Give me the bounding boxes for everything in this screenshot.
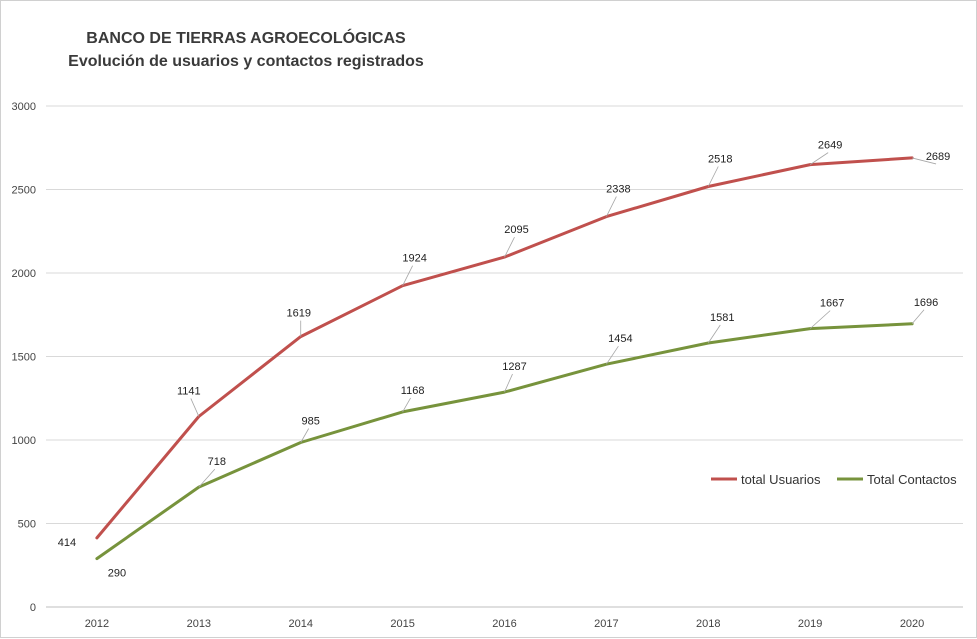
data-label: 2518 [708, 153, 732, 165]
x-tick-label: 2016 [492, 618, 516, 630]
data-label: 1454 [608, 333, 632, 345]
leader-line [606, 345, 619, 365]
data-label: 1924 [402, 253, 426, 265]
x-tick-label: 2014 [288, 618, 312, 630]
data-label: 1667 [820, 298, 844, 310]
y-tick-label: 1500 [12, 352, 36, 364]
y-tick-label: 2500 [12, 185, 36, 197]
x-tick-label: 2017 [594, 618, 618, 630]
x-tick-label: 2019 [798, 618, 822, 630]
data-label: 2095 [504, 224, 528, 236]
x-tick-label: 2020 [900, 618, 924, 630]
leader-line [809, 310, 831, 329]
data-label: 1696 [914, 297, 938, 309]
data-label: 2649 [818, 140, 842, 152]
leader-line [911, 309, 925, 325]
leader-line [809, 152, 829, 165]
data-label: 1619 [286, 308, 310, 320]
leader-line [198, 468, 216, 488]
data-label: 2338 [606, 184, 630, 196]
leader-line [300, 428, 310, 443]
series-line-contactos [95, 322, 914, 561]
y-tick-label: 1000 [12, 435, 36, 447]
x-tick-label: 2015 [390, 618, 414, 630]
data-label: 718 [208, 456, 226, 468]
data-label: 1168 [401, 385, 425, 397]
data-label: 2689 [926, 151, 950, 163]
leader-line [707, 166, 719, 187]
legend-label: Total Contactos [867, 472, 957, 487]
legend-label: total Usuarios [741, 472, 821, 487]
x-tick-label: 2012 [85, 618, 109, 630]
x-tick-label: 2018 [696, 618, 720, 630]
y-tick-label: 2000 [12, 268, 36, 280]
leader-line [504, 236, 515, 258]
x-tick-label: 2013 [187, 618, 211, 630]
data-label: 414 [58, 537, 76, 549]
leader-line [402, 265, 413, 286]
data-label: 1141 [177, 385, 201, 397]
data-label: 985 [302, 416, 320, 428]
chart-subtitle: Evolución de usuarios y contactos regist… [68, 53, 424, 70]
data-label: 290 [108, 568, 126, 580]
leader-line [402, 397, 411, 413]
leader-line [707, 324, 721, 344]
leader-line [911, 157, 937, 165]
chart-title: BANCO DE TIERRAS AGROECOLÓGICAS [86, 30, 406, 47]
leader-line [190, 398, 200, 417]
data-label: 1581 [710, 312, 734, 324]
y-tick-label: 500 [18, 519, 36, 531]
y-tick-label: 0 [30, 602, 36, 614]
y-tick-label: 3000 [12, 101, 36, 113]
leader-line [606, 196, 617, 217]
leader-line [504, 373, 513, 393]
data-label: 1287 [502, 361, 526, 373]
